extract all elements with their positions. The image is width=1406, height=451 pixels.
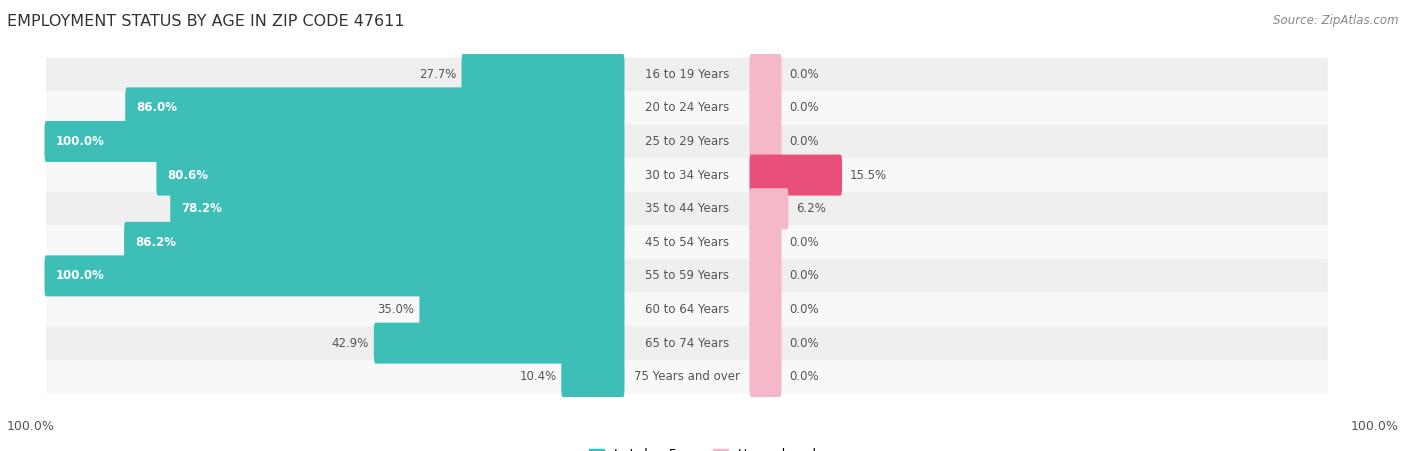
Text: EMPLOYMENT STATUS BY AGE IN ZIP CODE 47611: EMPLOYMENT STATUS BY AGE IN ZIP CODE 476… (7, 14, 405, 28)
Text: 75 Years and over: 75 Years and over (634, 370, 740, 383)
FancyBboxPatch shape (125, 87, 624, 129)
Text: 0.0%: 0.0% (790, 269, 820, 282)
FancyBboxPatch shape (749, 322, 782, 364)
FancyBboxPatch shape (46, 360, 1327, 394)
FancyBboxPatch shape (46, 57, 1327, 91)
FancyBboxPatch shape (46, 226, 1327, 259)
FancyBboxPatch shape (561, 356, 624, 397)
FancyBboxPatch shape (46, 158, 1327, 192)
FancyBboxPatch shape (374, 322, 624, 364)
Text: 25 to 29 Years: 25 to 29 Years (645, 135, 730, 148)
Text: 78.2%: 78.2% (181, 202, 222, 215)
Text: 55 to 59 Years: 55 to 59 Years (645, 269, 728, 282)
Text: 80.6%: 80.6% (167, 169, 208, 182)
FancyBboxPatch shape (46, 124, 1327, 158)
Text: 16 to 19 Years: 16 to 19 Years (645, 68, 730, 81)
Text: 27.7%: 27.7% (419, 68, 457, 81)
FancyBboxPatch shape (124, 222, 624, 263)
FancyBboxPatch shape (46, 91, 1327, 124)
FancyBboxPatch shape (46, 192, 1327, 226)
Text: 45 to 54 Years: 45 to 54 Years (645, 236, 730, 249)
Text: Source: ZipAtlas.com: Source: ZipAtlas.com (1274, 14, 1399, 27)
Text: 0.0%: 0.0% (790, 303, 820, 316)
Text: 0.0%: 0.0% (790, 135, 820, 148)
FancyBboxPatch shape (749, 188, 789, 229)
FancyBboxPatch shape (749, 289, 782, 330)
Text: 86.0%: 86.0% (136, 101, 177, 115)
FancyBboxPatch shape (46, 293, 1327, 327)
Text: 0.0%: 0.0% (790, 101, 820, 115)
FancyBboxPatch shape (749, 255, 782, 296)
Text: 100.0%: 100.0% (56, 269, 104, 282)
Text: 65 to 74 Years: 65 to 74 Years (645, 336, 730, 350)
Legend: In Labor Force, Unemployed: In Labor Force, Unemployed (583, 443, 823, 451)
Text: 6.2%: 6.2% (796, 202, 827, 215)
Text: 100.0%: 100.0% (7, 420, 55, 433)
Text: 86.2%: 86.2% (135, 236, 176, 249)
FancyBboxPatch shape (749, 121, 782, 162)
Text: 100.0%: 100.0% (1351, 420, 1399, 433)
FancyBboxPatch shape (170, 188, 624, 229)
Text: 0.0%: 0.0% (790, 336, 820, 350)
FancyBboxPatch shape (156, 155, 624, 196)
Text: 10.4%: 10.4% (519, 370, 557, 383)
Text: 0.0%: 0.0% (790, 68, 820, 81)
Text: 15.5%: 15.5% (851, 169, 887, 182)
FancyBboxPatch shape (461, 54, 624, 95)
FancyBboxPatch shape (46, 327, 1327, 360)
Text: 30 to 34 Years: 30 to 34 Years (645, 169, 728, 182)
FancyBboxPatch shape (46, 259, 1327, 293)
Text: 42.9%: 42.9% (332, 336, 368, 350)
Text: 20 to 24 Years: 20 to 24 Years (645, 101, 730, 115)
FancyBboxPatch shape (749, 222, 782, 263)
Text: 100.0%: 100.0% (56, 135, 104, 148)
Text: 60 to 64 Years: 60 to 64 Years (645, 303, 730, 316)
FancyBboxPatch shape (45, 255, 624, 296)
FancyBboxPatch shape (749, 155, 842, 196)
Text: 0.0%: 0.0% (790, 236, 820, 249)
FancyBboxPatch shape (749, 87, 782, 129)
FancyBboxPatch shape (45, 121, 624, 162)
Text: 0.0%: 0.0% (790, 370, 820, 383)
FancyBboxPatch shape (749, 356, 782, 397)
Text: 35.0%: 35.0% (378, 303, 415, 316)
FancyBboxPatch shape (419, 289, 624, 330)
Text: 35 to 44 Years: 35 to 44 Years (645, 202, 730, 215)
FancyBboxPatch shape (749, 54, 782, 95)
